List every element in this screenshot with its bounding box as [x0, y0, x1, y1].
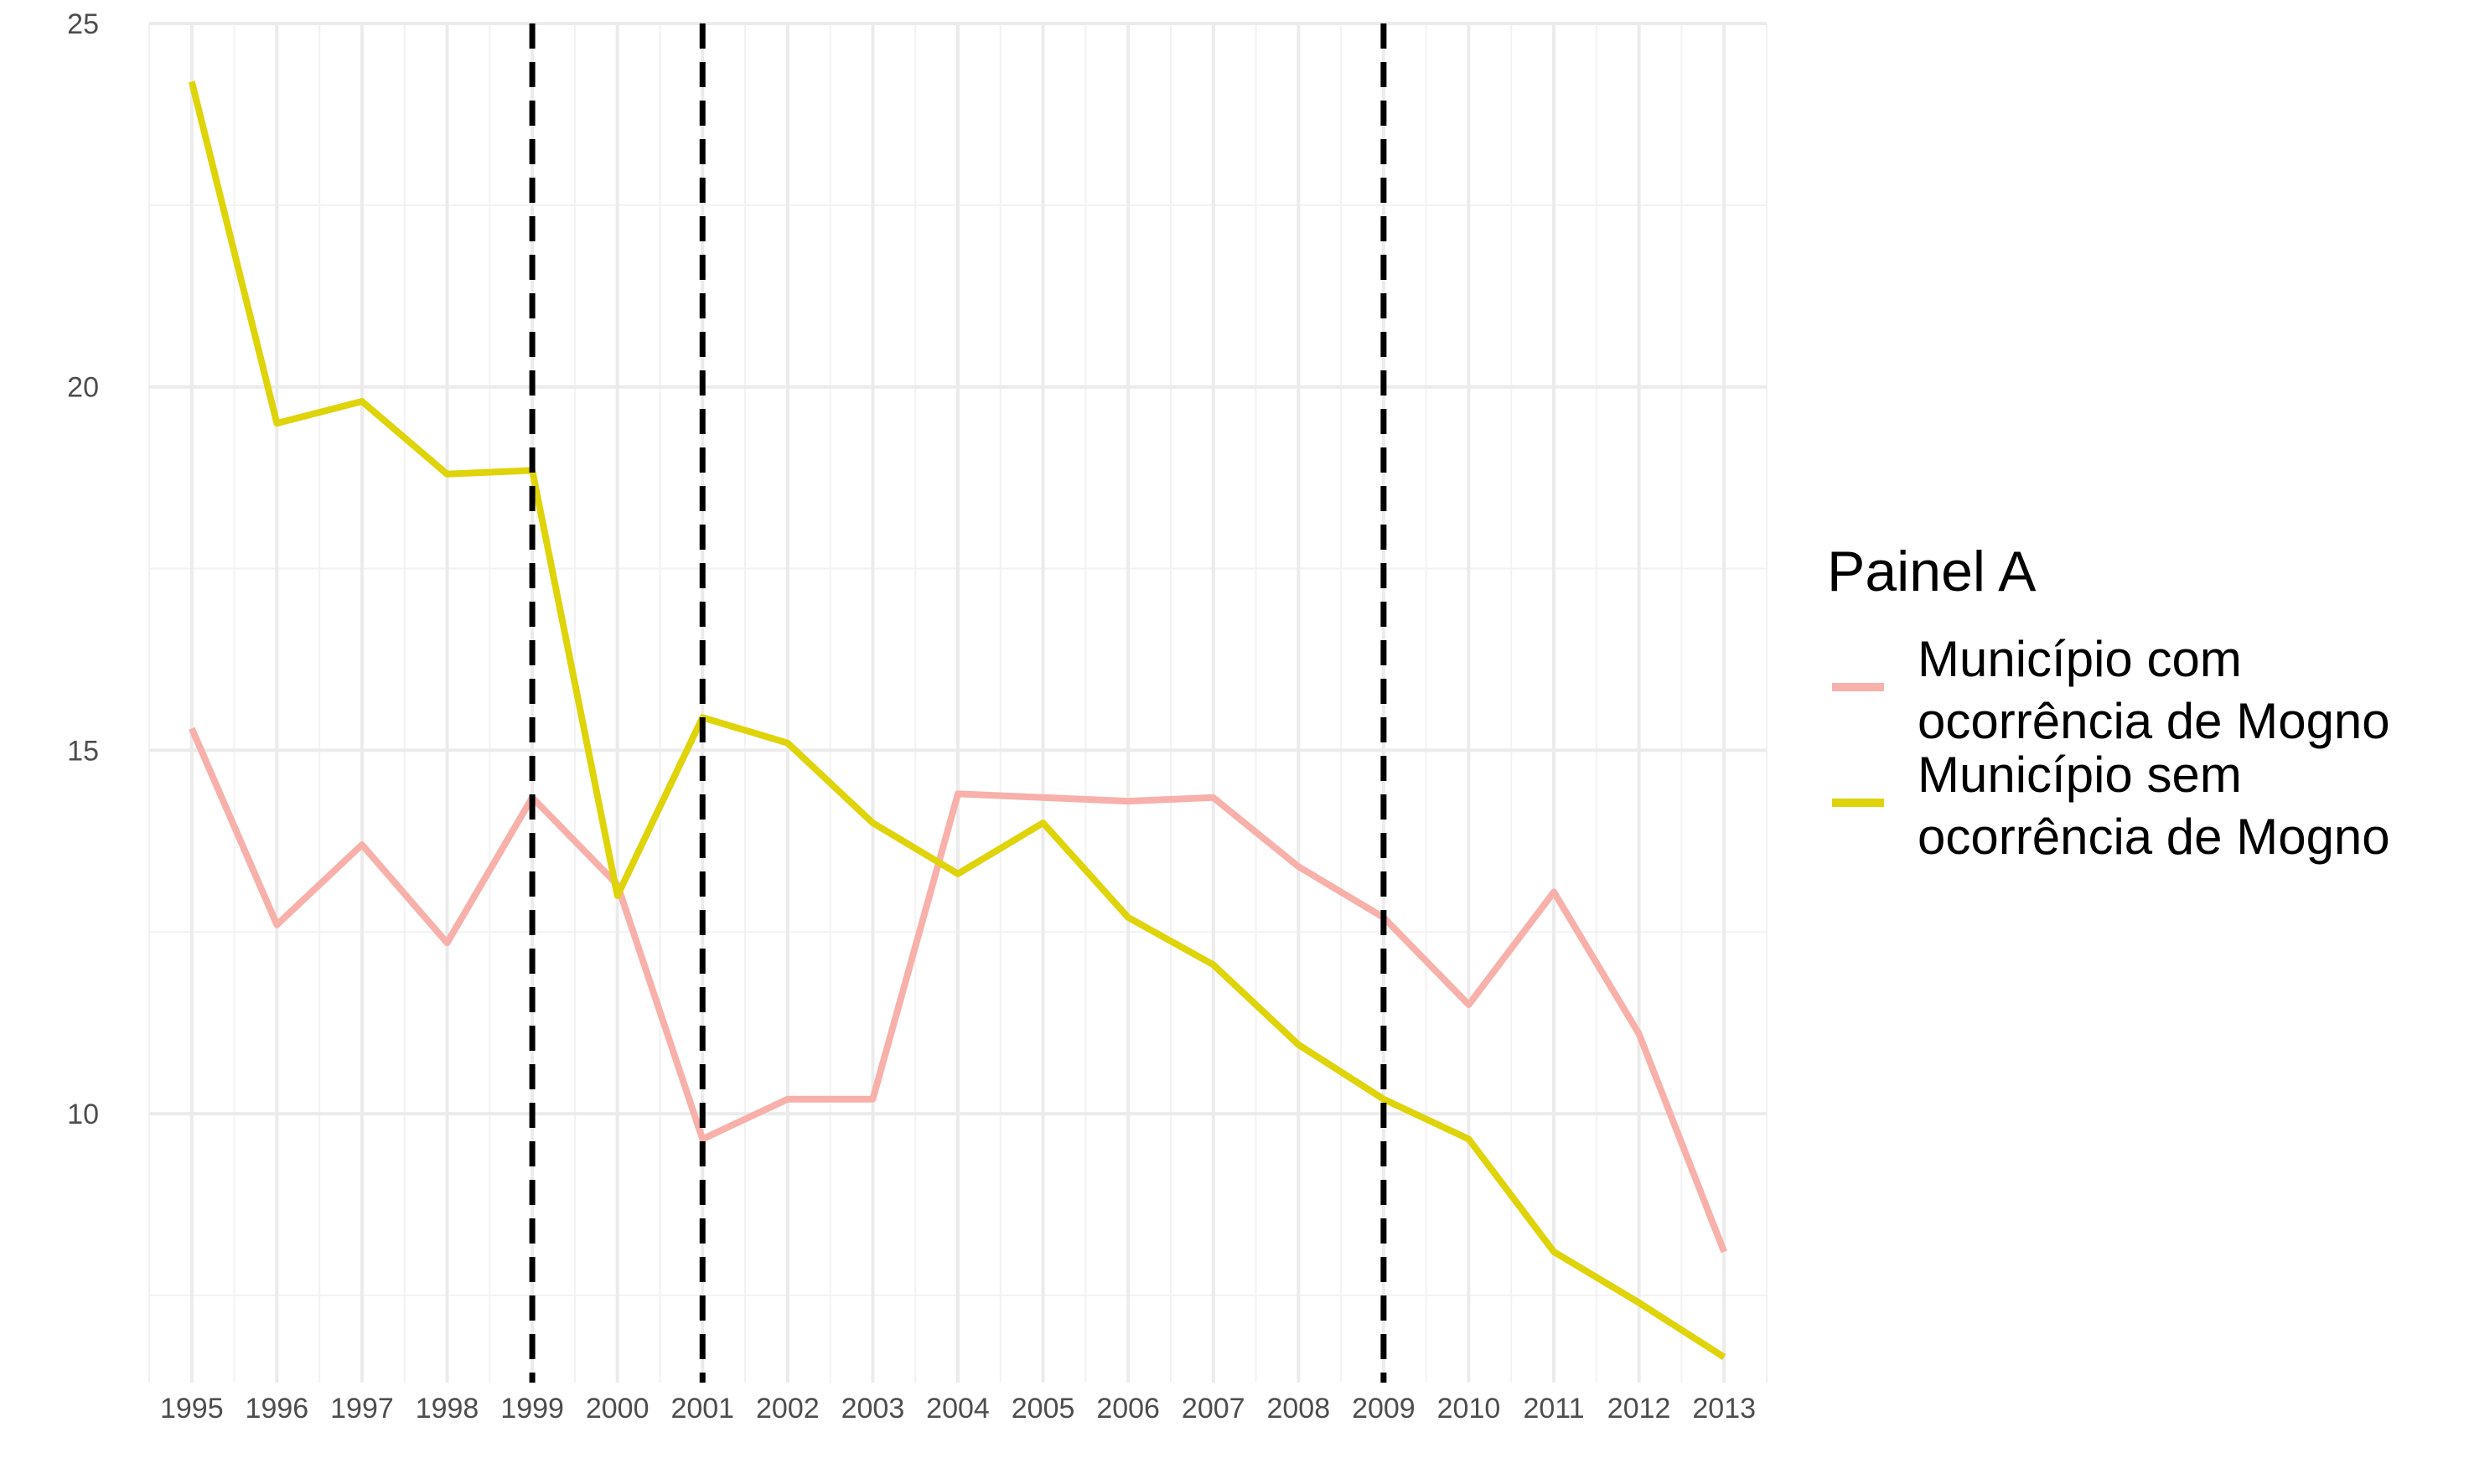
x-tick-label: 1999	[500, 1393, 564, 1425]
legend-label-com-mogno-line1: Município com	[1918, 631, 2242, 687]
x-tick-label: 2012	[1607, 1393, 1671, 1425]
x-tick-label: 1997	[330, 1393, 394, 1425]
minor-gridlines	[148, 23, 1768, 1383]
legend-label-sem-mogno-line2: ocorrência de Mogno	[1918, 809, 2390, 865]
x-tick-label: 2007	[1182, 1393, 1245, 1425]
legend-label-sem-mogno-line1: Município sem	[1918, 747, 2242, 803]
x-tick-label: 2011	[1523, 1393, 1584, 1425]
x-tick-label: 2000	[586, 1393, 650, 1425]
series-line-1	[189, 726, 1727, 1254]
legend-label-com-mogno-line2: ocorrência de Mogno	[1918, 693, 2390, 749]
y-tick-label: 20	[67, 372, 99, 404]
x-tick-label: 2006	[1096, 1393, 1160, 1425]
legend: Painel A Município com ocorrência de Mog…	[1827, 540, 2390, 865]
series-line-2	[188, 80, 1726, 1360]
y-axis-tick-labels: 10 15 20 25	[67, 8, 99, 1130]
legend-title: Painel A	[1827, 540, 2037, 603]
major-gridlines	[149, 22, 1767, 1383]
x-tick-label: 2003	[841, 1393, 905, 1425]
x-tick-label: 2001	[670, 1393, 734, 1425]
legend-entry-sem-mogno: Município sem ocorrência de Mogno	[1832, 747, 2390, 865]
x-tick-label: 1998	[416, 1393, 479, 1425]
x-tick-label: 2004	[926, 1393, 990, 1425]
x-tick-label: 2008	[1266, 1393, 1330, 1425]
y-tick-label: 15	[67, 735, 99, 767]
x-tick-label: 2009	[1352, 1393, 1416, 1425]
x-axis-tick-labels: 1995 1996 1997 1998 1999 2000 2001 2002 2003 2004…	[160, 1393, 1756, 1425]
x-tick-label: 2005	[1012, 1393, 1075, 1425]
x-tick-label: 2013	[1692, 1393, 1756, 1425]
x-tick-label: 2002	[756, 1393, 820, 1425]
legend-entry-com-mogno: Município com ocorrência de Mogno	[1832, 631, 2390, 749]
y-tick-label: 10	[67, 1099, 99, 1130]
reference-lines	[529, 23, 1387, 1383]
y-tick-label: 25	[67, 8, 99, 40]
x-tick-label: 1995	[160, 1393, 224, 1425]
x-tick-label: 1996	[246, 1393, 309, 1425]
x-tick-label: 2010	[1437, 1393, 1501, 1425]
series-lines	[188, 80, 1727, 1360]
